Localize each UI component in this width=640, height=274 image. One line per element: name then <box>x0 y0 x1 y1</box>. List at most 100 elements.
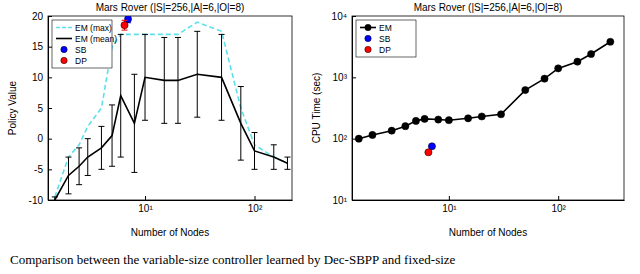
legend-entry: EM (mean) <box>56 34 117 44</box>
tick: -5 <box>34 164 52 175</box>
tick-label: 10² <box>333 133 348 144</box>
point <box>574 58 581 65</box>
error-bar-part <box>238 86 244 87</box>
series <box>425 149 432 156</box>
legend-swatch <box>365 46 371 52</box>
x-axis-title: Number of Nodes <box>449 227 527 238</box>
tick: 15 <box>32 41 52 52</box>
tick: 10¹ <box>442 196 457 214</box>
legend-entry: DP <box>61 56 87 66</box>
tick: 10¹ <box>333 195 356 206</box>
error-bar-part <box>109 104 115 105</box>
tick-mark <box>145 196 146 200</box>
caption: Comparison between the variable-size con… <box>10 252 456 267</box>
legend-label: EM <box>379 23 392 33</box>
tick: 20 <box>32 11 52 22</box>
error-bar-part <box>85 175 91 176</box>
error-bar-part <box>131 172 137 173</box>
tick-mark <box>352 200 356 201</box>
point <box>425 149 432 156</box>
tick-mark <box>352 16 356 17</box>
legend-label: EM (max) <box>75 23 112 33</box>
error-bar-part <box>142 34 148 35</box>
error-bar-part <box>175 123 181 124</box>
tick-label: 10 <box>32 72 44 83</box>
point <box>121 22 128 29</box>
series-line <box>55 74 288 200</box>
legend: EMSBDP <box>356 20 416 57</box>
y-axis: 10¹ 10² 10³ 10⁴ <box>332 11 356 206</box>
chart-title: Mars Rover (|S|=256,|A|=6,|O|=8) <box>414 2 563 13</box>
error-bar-part <box>252 132 258 133</box>
point <box>497 111 504 118</box>
legend-swatch <box>61 57 67 63</box>
point <box>421 115 428 122</box>
tick-label: 10⁴ <box>332 11 347 22</box>
error-bar <box>122 20 128 30</box>
tick-label: 10¹ <box>442 203 457 214</box>
tick-mark <box>558 196 559 200</box>
error-bar-part <box>161 37 167 38</box>
tick: 10 <box>32 72 52 83</box>
legend-entry: DP <box>365 45 391 55</box>
figure: 10¹10²-10-505101520Mars Rover (|S|=256,|… <box>0 0 640 274</box>
error-bar-part <box>65 157 71 158</box>
error-bar-part <box>118 157 124 158</box>
point <box>541 75 548 82</box>
tick-label: 10¹ <box>138 203 153 214</box>
point <box>522 86 529 93</box>
point <box>587 50 594 57</box>
legend-swatch <box>56 38 72 40</box>
chart: 10¹10²-10-505101520Mars Rover (|S|=256,|… <box>7 2 293 238</box>
x-axis: 10¹ 10² <box>353 196 625 214</box>
tick: 10² <box>333 133 356 144</box>
tick-mark <box>352 77 356 78</box>
plot-frame <box>352 16 624 200</box>
tick-mark <box>48 139 52 140</box>
x-axis-title: Number of Nodes <box>131 227 209 238</box>
legend-entry: EM <box>360 23 392 33</box>
tick: 10³ <box>333 72 356 83</box>
error-bar-part <box>271 144 277 145</box>
legend: EM (max)EM (mean)SBDP <box>52 20 117 68</box>
error-bar-part <box>122 30 128 31</box>
point <box>388 127 395 134</box>
error-bar-part <box>85 138 91 139</box>
tick-label: 10² <box>248 203 263 214</box>
legend-label: DP <box>75 56 87 66</box>
tick-mark <box>48 16 52 17</box>
tick-mark <box>48 47 52 48</box>
tick-label: 15 <box>32 41 44 52</box>
point <box>435 116 442 123</box>
error-bar-part <box>284 169 290 170</box>
error-bar-part <box>142 120 148 121</box>
legend-swatch <box>61 46 67 52</box>
x-axis: 10¹ 10² <box>49 196 293 214</box>
tick: 10² <box>551 196 566 214</box>
error-bar-part <box>238 160 244 161</box>
chart: 10¹ 10² 10¹ 10² 10³ 10⁴ Mars Rover (|S|=256,|A… <box>311 2 625 238</box>
legend-box <box>52 20 112 68</box>
plot-frame <box>48 16 292 200</box>
legend-label: DP <box>379 45 391 55</box>
tick: 10² <box>248 196 263 214</box>
chart-title: Mars Rover (|S|=256,|A|=6,|O|=8) <box>96 2 245 13</box>
tick-label: 20 <box>32 11 44 22</box>
error-bar-part <box>76 147 82 148</box>
y-axis: -10-505101520 <box>29 11 52 206</box>
error-bar-part <box>98 126 104 127</box>
tick-label: 10² <box>551 203 566 214</box>
error-bar-part <box>194 31 200 32</box>
error-bar-part <box>194 117 200 118</box>
tick-label: 10³ <box>333 72 348 83</box>
error-bar-part <box>252 169 258 170</box>
error-bar-part <box>76 184 82 185</box>
legend-swatch <box>56 27 72 29</box>
point <box>478 113 485 120</box>
error-bar-part <box>219 120 225 121</box>
tick-mark <box>255 196 256 200</box>
point <box>369 131 376 138</box>
legend-label: SB <box>379 34 391 44</box>
error-bar-part <box>98 169 104 170</box>
y-axis-title: CPU Time (sec) <box>311 73 322 144</box>
